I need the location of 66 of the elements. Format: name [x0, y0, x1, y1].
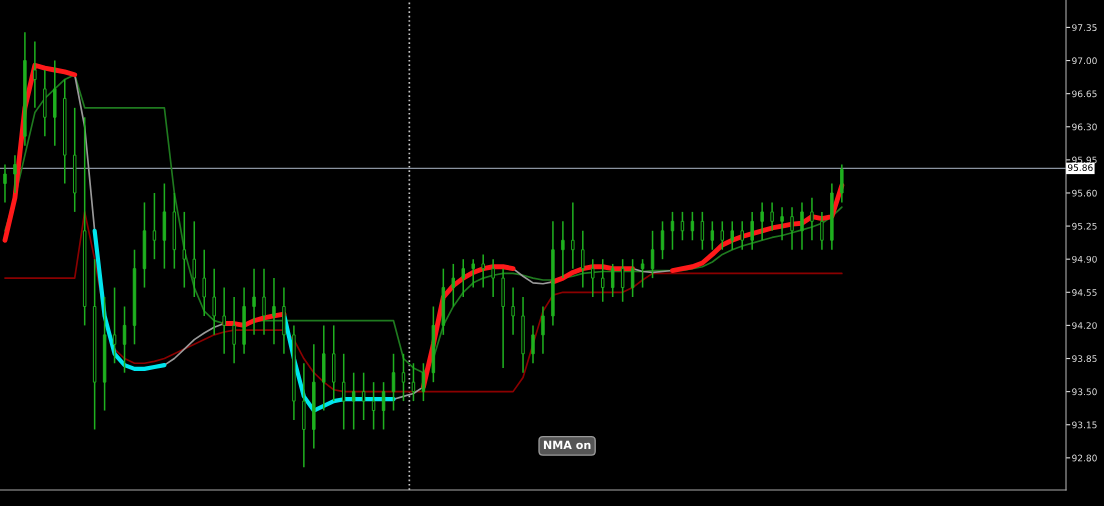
- candlestick: [112, 286, 117, 365]
- annotation: NMA on: [543, 440, 591, 450]
- candlestick: [262, 267, 266, 336]
- candlestick: [571, 201, 575, 270]
- y-tick-label: 97.35: [1072, 24, 1097, 31]
- candlestick: [740, 220, 744, 251]
- candlestick: [531, 324, 535, 365]
- candlestick: [720, 220, 725, 251]
- candlestick: [541, 305, 545, 355]
- candlestick: [511, 286, 515, 336]
- candlestick: [710, 220, 715, 251]
- candlestick: [820, 211, 824, 251]
- y-tick-label: 96.65: [1072, 90, 1097, 98]
- candlestick: [481, 253, 485, 289]
- candlestick: [33, 40, 37, 109]
- candlestick: [192, 220, 197, 298]
- candlestick: [212, 267, 216, 336]
- y-tick-label: 92.80: [1072, 454, 1097, 462]
- candlestick: [361, 371, 366, 421]
- candlestick: [3, 163, 7, 204]
- candlestick: [840, 163, 844, 204]
- y-tick-label: 93.50: [1072, 388, 1097, 396]
- candlestick: [222, 286, 226, 355]
- candlestick: [750, 211, 754, 251]
- y-tick-label: 97.00: [1072, 57, 1097, 65]
- candlestick: [561, 220, 565, 279]
- candlestick: [630, 258, 635, 298]
- candlestick: [182, 211, 187, 289]
- candlestick: [581, 230, 585, 289]
- candlestick: [601, 258, 605, 303]
- candlestick: [760, 201, 764, 242]
- candlestick: [790, 206, 794, 251]
- candlestick: [451, 263, 456, 308]
- candlestick: [730, 220, 734, 251]
- candlestick: [780, 206, 784, 242]
- candlestick: [371, 381, 376, 431]
- candlestick: [770, 201, 774, 232]
- y-tick-label: 95.95: [1072, 156, 1097, 164]
- candlestick: [232, 296, 236, 365]
- y-tick-label: 95.25: [1072, 222, 1097, 230]
- ref-line-label: 95.86: [1067, 164, 1093, 171]
- candlestick: [461, 258, 465, 298]
- candlestick: [810, 196, 814, 242]
- candlestick: [471, 258, 475, 289]
- candlestick: [610, 263, 615, 298]
- candlestick: [591, 258, 595, 298]
- candlestick: [491, 258, 495, 298]
- candlestick: [202, 248, 206, 317]
- y-tick-label: 94.20: [1072, 322, 1097, 329]
- candlestick: [252, 267, 256, 336]
- y-tick-label: 96.30: [1072, 123, 1097, 131]
- candlestick: [272, 277, 276, 346]
- candlestick: [401, 353, 406, 402]
- candlestick: [640, 258, 645, 289]
- candlestick: [351, 371, 356, 431]
- candlestick: [800, 201, 804, 251]
- candlestick: [620, 258, 625, 303]
- candlestick: [341, 353, 346, 431]
- candlestick: [700, 211, 705, 251]
- y-tick-label: 94.55: [1072, 289, 1097, 296]
- y-tick-label: 93.15: [1072, 421, 1097, 429]
- candlestick: [152, 192, 157, 260]
- y-tick-label: 94.90: [1072, 255, 1097, 263]
- candlestick: [13, 154, 17, 194]
- y-tick-label: 95.60: [1072, 189, 1097, 197]
- y-tick-label: 93.85: [1072, 355, 1097, 363]
